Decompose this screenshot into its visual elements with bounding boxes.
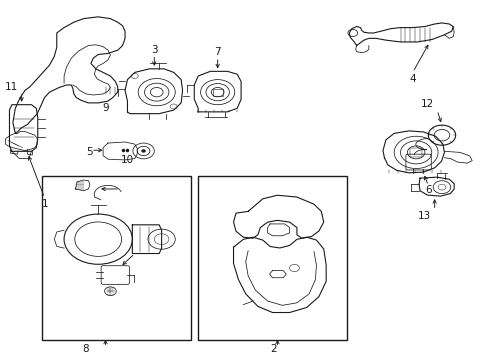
Text: 10: 10: [121, 155, 134, 165]
Circle shape: [142, 149, 145, 152]
Text: 3: 3: [151, 45, 157, 55]
Text: 2: 2: [270, 344, 277, 354]
Text: 11: 11: [5, 82, 18, 93]
Text: 13: 13: [417, 211, 430, 221]
Text: 1: 1: [42, 199, 49, 210]
Text: 7: 7: [214, 46, 221, 57]
Bar: [212, 89, 222, 96]
Text: 4: 4: [408, 74, 415, 84]
Text: 12: 12: [420, 99, 433, 109]
Bar: [198, 176, 346, 339]
Text: 9: 9: [102, 103, 109, 113]
Text: 8: 8: [82, 344, 89, 354]
Text: 5: 5: [86, 147, 93, 157]
Bar: [409, 148, 421, 157]
Text: 6: 6: [425, 185, 431, 195]
Bar: [42, 176, 190, 339]
